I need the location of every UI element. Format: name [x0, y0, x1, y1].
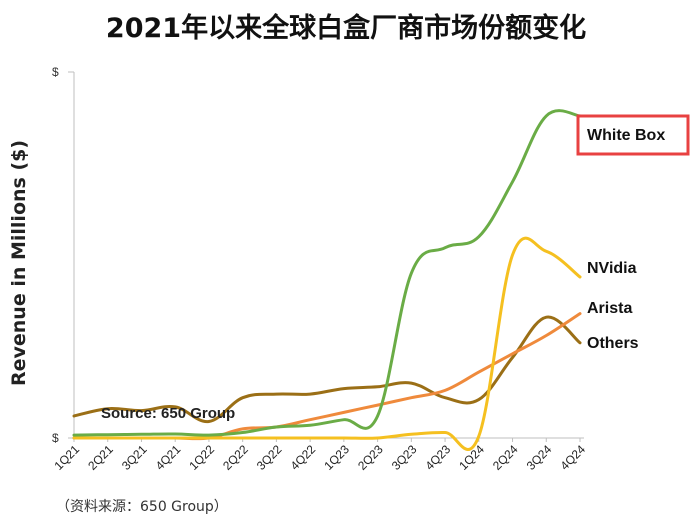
y-tick-label-bottom: $: [52, 431, 59, 445]
series-line-nvidia: [72, 236, 582, 451]
x-tick-label: 3Q24: [524, 442, 555, 473]
series-line-white-box: [72, 109, 582, 437]
source-annotation: Source: 650 Group: [101, 405, 235, 422]
x-tick-label: 4Q21: [153, 442, 184, 473]
series-layer: [72, 109, 582, 451]
x-tick-label: 4Q23: [423, 442, 454, 473]
x-tick-label: 2Q22: [220, 442, 251, 473]
x-tick-label: 1Q22: [186, 442, 217, 473]
y-axis-label: Revenue in Millions ($): [8, 140, 30, 386]
x-tick-label: 2Q21: [85, 442, 116, 473]
highlight-box: [576, 114, 690, 156]
x-tick-label: 4Q24: [557, 442, 588, 473]
x-tick-label: 2Q23: [355, 442, 386, 473]
series-label-arista: Arista: [587, 300, 632, 317]
x-tick-label: 2Q24: [490, 442, 521, 473]
x-tick-label: 3Q22: [254, 442, 285, 473]
page-title: 2021年以来全球白盒厂商市场份额变化: [105, 13, 587, 44]
series-label-nvidia: NVidia: [587, 260, 637, 277]
source-footer: （资料来源：650 Group）: [56, 499, 228, 515]
y-tick-label-top: $: [52, 65, 59, 79]
series-label-white-box: White Box: [587, 127, 665, 144]
x-tick-label: 4Q22: [288, 442, 319, 473]
series-line-others: [72, 315, 582, 424]
x-tick-label: 3Q23: [389, 442, 420, 473]
labels-layer: White Box NVidia Arista Others Source: 650 G…: [101, 114, 690, 422]
series-label-others: Others: [587, 335, 639, 352]
x-tick-label: 1Q21: [51, 442, 82, 473]
x-tick-label: 1Q23: [321, 442, 352, 473]
x-tick-label: 3Q21: [119, 442, 150, 473]
